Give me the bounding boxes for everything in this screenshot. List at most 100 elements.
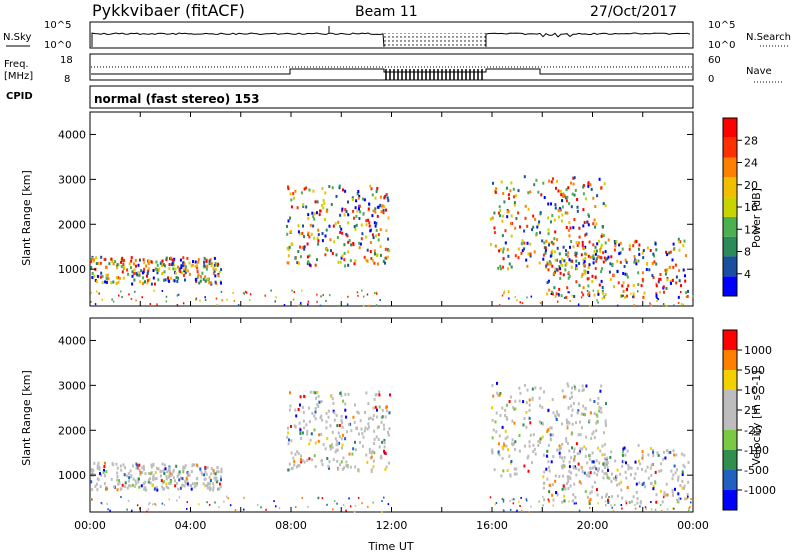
echo-cell [90,266,93,269]
echo-cell [99,261,102,265]
echo-cell [595,259,598,263]
echo-cell [357,411,360,415]
echo-cell [505,444,508,448]
echo-cell [95,256,98,260]
echo-cell [369,416,372,420]
echo-speckle [659,504,662,507]
echo-cell [338,435,341,438]
echo-cell [91,488,94,492]
echo-cell [341,443,344,447]
echo-cell [512,442,515,446]
echo-cell [187,473,190,477]
echo-cell [614,459,617,463]
echo-speckle [186,507,188,510]
echo-cell [135,482,138,486]
echo-cell [331,186,334,190]
echo-cell [602,202,605,206]
echo-cell [550,240,553,244]
echo-cell [623,446,626,450]
echo-cell [383,196,386,200]
echo-cell [313,428,316,432]
echo-speckle [604,500,607,503]
echo-cell [303,247,306,251]
echo-cell [343,466,345,470]
echo-cell [332,402,335,405]
echo-cell [583,221,586,224]
echo-cell [570,471,573,475]
echo-cell [568,469,571,473]
echo-cell [220,470,223,474]
echo-cell [514,399,517,403]
echo-cell [313,217,316,221]
echo-cell [302,205,305,208]
echo-cell [203,477,206,481]
echo-cell [328,224,331,228]
echo-cell [566,442,569,445]
echo-cell [665,270,668,274]
echo-cell [660,489,662,493]
echo-cell [586,220,589,224]
echo-cell [130,475,133,478]
echo-cell [387,237,390,241]
echo-speckle [237,304,240,307]
echo-cell [179,258,182,262]
echo-cell [549,261,552,265]
echo-cell [359,210,362,214]
echo-cell [166,470,169,474]
echo-speckle [243,496,245,499]
echo-cell [491,418,494,422]
echo-cell [354,403,356,407]
echo-cell [186,256,189,260]
echo-cell [491,384,494,388]
echo-cell [523,175,526,179]
echo-cell [128,476,131,480]
echo-speckle [329,294,331,297]
echo-cell [603,457,606,461]
echo-cell [520,242,523,246]
echo-cell [556,258,558,262]
echo-cell [144,480,147,484]
echo-cell [363,429,366,433]
echo-cell [329,444,332,448]
echo-cell [550,202,552,206]
echo-cell [384,261,386,265]
echo-cell [566,421,568,424]
echo-cell [552,498,555,502]
echo-cell [589,471,592,475]
echo-cell [138,463,141,467]
echo-cell [546,262,549,266]
echo-speckle [612,509,615,512]
echo-cell [101,281,104,285]
echo-cell [385,256,388,260]
echo-cell [196,264,199,268]
echo-speckle [307,300,310,303]
echo-speckle [502,498,505,501]
echo-speckle [204,296,206,299]
echo-cell [327,409,330,413]
echo-cell [582,246,585,250]
echo-cell [678,497,681,501]
echo-speckle [146,510,148,513]
echo-cell [542,253,545,257]
echo-cell [601,453,604,457]
echo-cell [622,272,625,275]
echo-cell [604,250,607,254]
echo-speckle [512,502,515,505]
echo-cell [561,466,564,470]
echo-cell [523,444,526,448]
echo-cell [318,433,321,437]
echo-speckle [589,304,591,307]
echo-speckle [516,299,518,302]
echo-cell [307,231,310,235]
echo-speckle [571,500,574,503]
echo-cell [606,257,609,261]
echo-speckle [326,503,328,506]
echo-cell [591,280,594,283]
echo-cell [188,261,191,265]
echo-cell [511,438,514,442]
echo-cell [147,261,150,265]
echo-cell [489,242,492,246]
echo-cell [299,428,302,432]
echo-cell [589,491,592,495]
echo-cell [202,277,205,281]
